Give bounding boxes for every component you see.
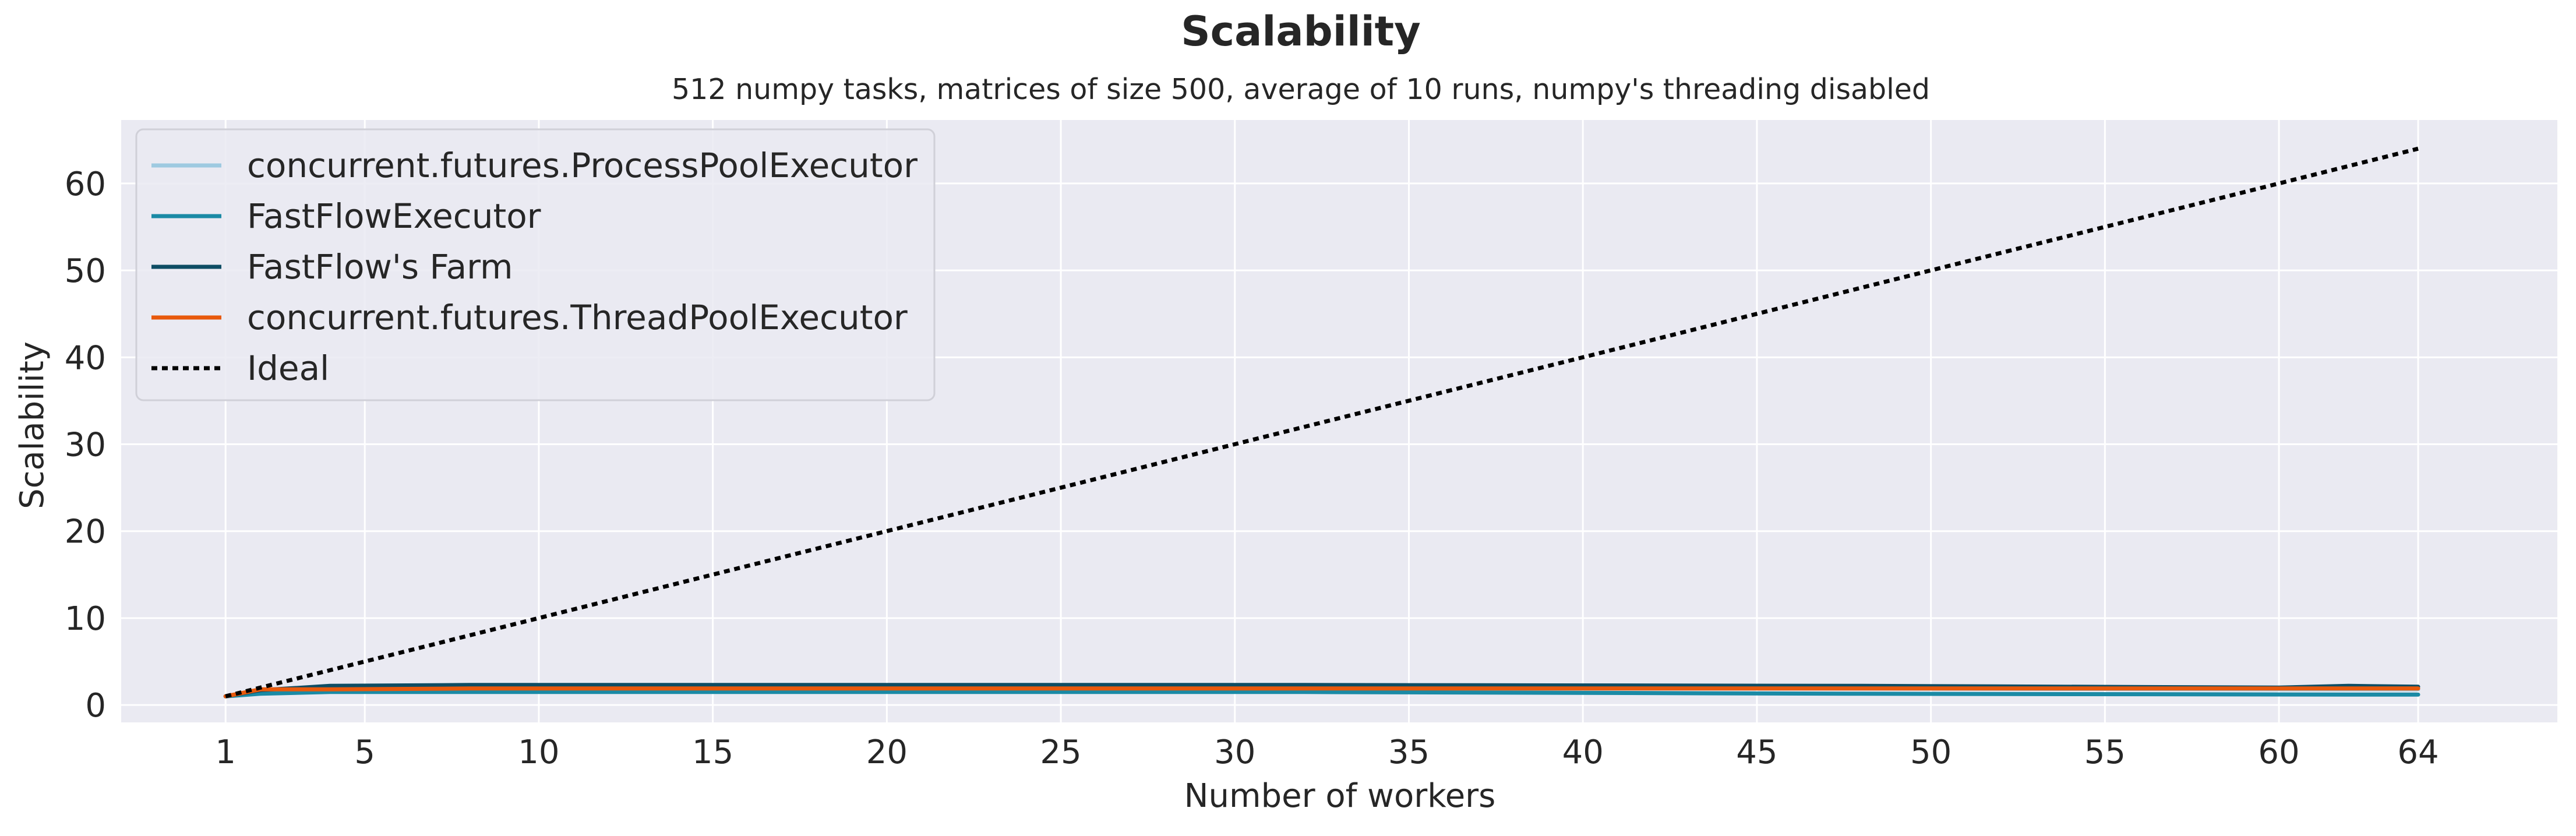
- y-tick-label: 60: [65, 165, 106, 203]
- x-axis-label: Number of workers: [1184, 777, 1496, 815]
- x-tick-label: 20: [866, 733, 908, 771]
- x-tick-label: 40: [1562, 733, 1604, 771]
- x-tick-label: 25: [1040, 733, 1081, 771]
- legend-label: FastFlowExecutor: [247, 196, 541, 236]
- y-tick-label: 0: [85, 687, 106, 725]
- x-tick-label: 1: [215, 733, 236, 771]
- legend-label: concurrent.futures.ProcessPoolExecutor: [247, 146, 918, 185]
- chart-title: Scalability: [1181, 8, 1421, 55]
- series-line-3: [223, 686, 2420, 699]
- x-tick-label: 15: [692, 733, 733, 771]
- legend-label: concurrent.futures.ThreadPoolExecutor: [247, 298, 908, 337]
- legend-label: FastFlow's Farm: [247, 247, 513, 287]
- chart-subtitle: 512 numpy tasks, matrices of size 500, a…: [672, 73, 1930, 106]
- legend: concurrent.futures.ProcessPoolExecutor Fa…: [135, 128, 936, 401]
- x-tick-label: 50: [1910, 733, 1952, 771]
- legend-label: Ideal: [247, 348, 329, 388]
- y-axis-label: Scalability: [13, 341, 51, 509]
- x-tick-label: 5: [354, 733, 375, 771]
- x-tick-label: 64: [2397, 733, 2439, 771]
- y-tick-label: 50: [65, 252, 106, 290]
- y-tick-label: 40: [65, 339, 106, 377]
- y-tick-label: 20: [65, 513, 106, 551]
- x-tick-label: 35: [1388, 733, 1430, 771]
- x-tick-label: 60: [2258, 733, 2299, 771]
- y-tick-label: 10: [65, 600, 106, 638]
- x-tick-label: 10: [518, 733, 559, 771]
- x-tick-label: 30: [1214, 733, 1255, 771]
- y-tick-label: 30: [65, 426, 106, 464]
- series-line-1: [223, 690, 2420, 699]
- legend-box: [135, 128, 936, 401]
- x-tick-label: 55: [2084, 733, 2126, 771]
- x-tick-label: 45: [1736, 733, 1777, 771]
